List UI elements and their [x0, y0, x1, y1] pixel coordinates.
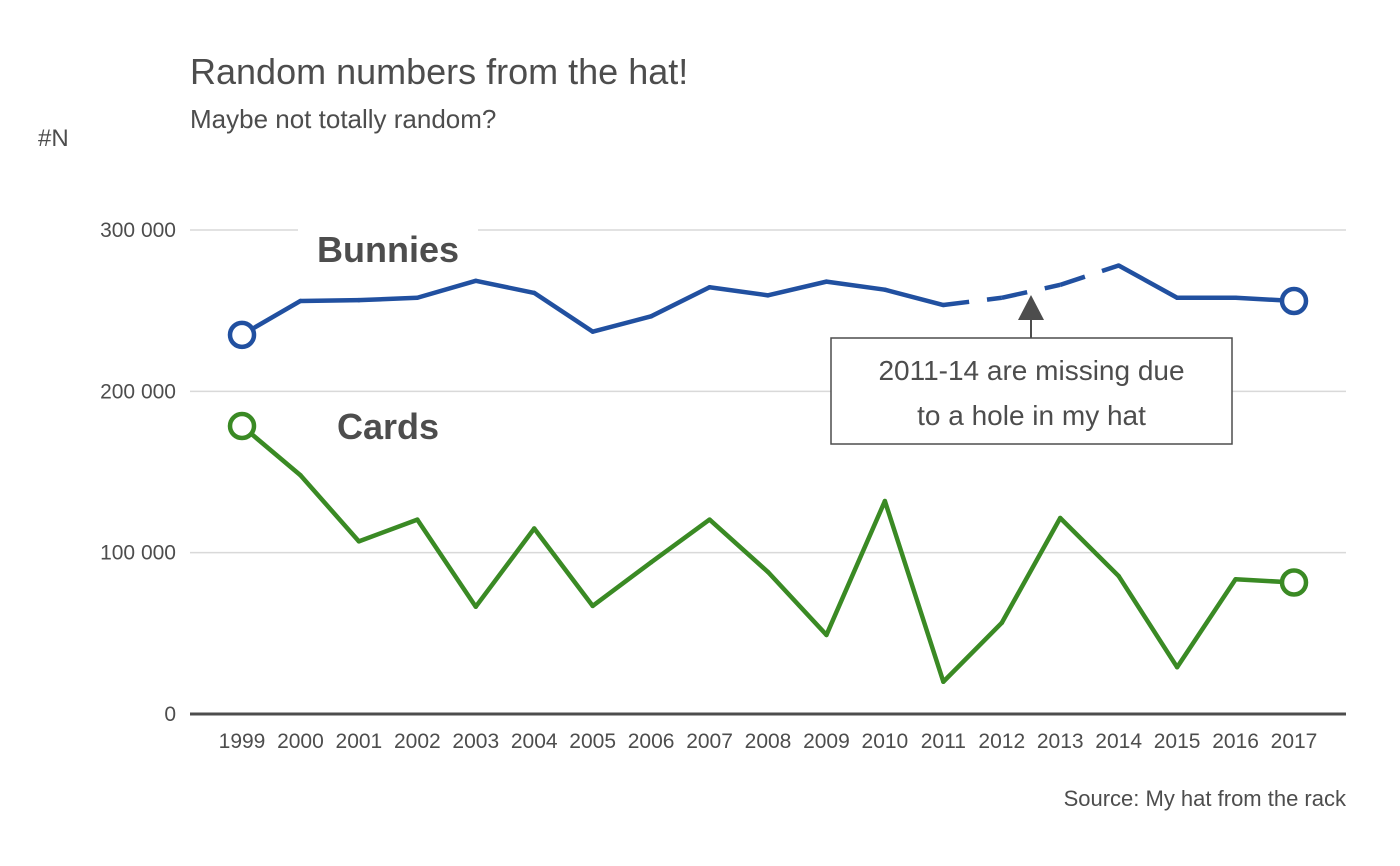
- y-tick-label: 0: [164, 703, 176, 726]
- series-segment: [298, 297, 362, 304]
- series-segment: [1001, 282, 1061, 300]
- x-tick-label: 2017: [1271, 730, 1318, 753]
- series-segment: [824, 279, 888, 292]
- series-segment: [590, 314, 654, 334]
- series-segment: [298, 472, 362, 544]
- x-tick-label: 1999: [219, 730, 266, 753]
- series-label-bg: [298, 222, 478, 274]
- y-tick-label: 300 000: [100, 219, 176, 242]
- series-segment: [1116, 573, 1180, 670]
- series-segment: [590, 560, 654, 609]
- x-tick-label: 2004: [511, 730, 558, 753]
- series-segment: [531, 526, 595, 609]
- x-tick-label: 2005: [569, 730, 616, 753]
- x-tick-label: 2006: [628, 730, 675, 753]
- series-segment: [824, 498, 888, 638]
- x-axis-ticks: 1999 2000 2001 2002 2003 2004 2005 2006 2007 2008…: [219, 730, 1318, 753]
- series-cards: [227, 411, 1309, 684]
- series-segment: [473, 526, 537, 609]
- x-tick-label: 2013: [1037, 730, 1084, 753]
- y-axis-label: #N: [38, 125, 69, 152]
- annotation-box: [830, 337, 1233, 445]
- x-tick-label: 2015: [1154, 730, 1201, 753]
- annotation-arrow-head: [1018, 295, 1044, 320]
- series-segment: [1057, 515, 1121, 579]
- x-tick-label: 2016: [1212, 730, 1259, 753]
- series-segment: [1059, 263, 1120, 287]
- series-labels: Bunnies Cards: [298, 222, 478, 451]
- series-layer: [227, 263, 1309, 684]
- endpoint-marker: [227, 320, 257, 350]
- series-segment: [356, 517, 420, 544]
- x-tick-label: 2011: [921, 730, 966, 753]
- x-tick-label: 2003: [452, 730, 499, 753]
- series-segment: [941, 620, 1005, 684]
- x-tick-label: 2002: [394, 730, 441, 753]
- y-tick-label: 100 000: [100, 542, 176, 565]
- x-tick-label: 2008: [745, 730, 792, 753]
- chart-caption: Source: My hat from the rack: [1064, 786, 1347, 811]
- series-segment: [1174, 577, 1238, 670]
- x-tick-label: 2009: [803, 730, 850, 753]
- series-segment: [648, 285, 712, 319]
- annotation-text: to a hole in my hat: [917, 400, 1146, 431]
- series-bunnies: [227, 263, 1309, 350]
- x-tick-label: 2007: [686, 730, 733, 753]
- series-label: Cards: [337, 406, 439, 447]
- series-segment: [707, 517, 771, 575]
- endpoint-marker: [1279, 286, 1309, 316]
- endpoint-marker: [1279, 568, 1309, 597]
- y-axis-ticks: 0 100 000 200 000 300 000: [100, 219, 176, 726]
- series-segment: [707, 285, 771, 298]
- series-segment: [648, 517, 712, 565]
- chart-title: Random numbers from the hat!: [190, 51, 688, 92]
- x-tick-label: 2012: [978, 730, 1025, 753]
- x-tick-label: 2014: [1095, 730, 1142, 753]
- series-segment: [531, 290, 595, 334]
- series-label-bg: [298, 399, 478, 451]
- endpoint-marker: [227, 411, 257, 441]
- series-segment: [999, 515, 1063, 626]
- series-segment: [356, 295, 420, 303]
- series-segment: [415, 517, 479, 609]
- annotation-text: 2011-14 are missing due: [878, 355, 1184, 386]
- x-tick-label: 2010: [862, 730, 909, 753]
- series-segment: [882, 498, 946, 684]
- x-tick-label: 2001: [336, 730, 383, 753]
- x-tick-label: 2000: [277, 730, 324, 753]
- series-segment: [765, 569, 829, 638]
- series-segment: [1116, 263, 1180, 301]
- series-segment: [415, 278, 479, 301]
- chart-subtitle: Maybe not totally random?: [190, 104, 496, 134]
- series-segment: [943, 295, 1003, 308]
- annotation: 2011-14 are missing due to a hole in my h…: [830, 295, 1233, 445]
- series-label: Bunnies: [317, 229, 459, 270]
- y-tick-label: 200 000: [100, 380, 176, 403]
- series-segment: [765, 279, 829, 298]
- series-segment: [882, 287, 946, 308]
- series-segment: [473, 278, 537, 296]
